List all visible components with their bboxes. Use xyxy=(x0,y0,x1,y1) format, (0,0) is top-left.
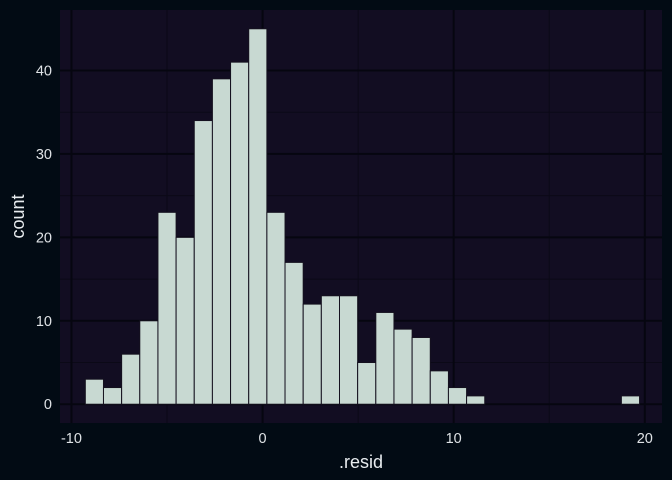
histogram-bar xyxy=(393,328,413,405)
y-tick-label: 10 xyxy=(36,314,52,330)
histogram-bar xyxy=(302,303,322,405)
y-tick-label: 0 xyxy=(44,397,52,413)
y-axis-ticks: 0 10 20 30 40 xyxy=(36,63,52,413)
histogram-bar xyxy=(620,395,641,405)
histogram-bar xyxy=(211,78,232,405)
x-tick-label: 10 xyxy=(446,431,462,447)
histogram-bar xyxy=(466,395,486,405)
x-tick-label: 0 xyxy=(259,431,267,447)
histogram-bar xyxy=(102,387,123,405)
x-axis-title: .resid xyxy=(339,452,383,472)
histogram-bar xyxy=(157,211,177,405)
histogram-bar xyxy=(320,295,341,405)
y-tick-label: 30 xyxy=(36,147,52,163)
histogram-bar xyxy=(230,61,250,405)
y-tick-label: 20 xyxy=(36,230,52,246)
histogram-bar xyxy=(429,370,449,405)
x-tick-label: 20 xyxy=(637,431,653,447)
histogram-bar xyxy=(193,120,213,405)
histogram-bar xyxy=(266,211,286,405)
histogram-bar xyxy=(339,295,359,405)
histogram-bar xyxy=(284,261,304,405)
x-tick-label: -10 xyxy=(61,431,82,447)
histogram-bar xyxy=(139,320,159,405)
histogram-bar xyxy=(357,362,377,405)
x-axis-ticks: -10 0 10 20 xyxy=(61,431,653,447)
y-tick-label: 40 xyxy=(36,63,52,79)
y-axis-title: count xyxy=(8,194,28,238)
histogram-bars xyxy=(84,28,641,405)
histogram-bar xyxy=(447,387,468,405)
histogram-bar xyxy=(175,236,195,405)
histogram-bar xyxy=(248,28,268,405)
histogram-bar xyxy=(121,353,141,405)
histogram-bar xyxy=(411,336,431,405)
histogram-bar xyxy=(84,378,104,405)
histogram-bar xyxy=(375,311,395,405)
